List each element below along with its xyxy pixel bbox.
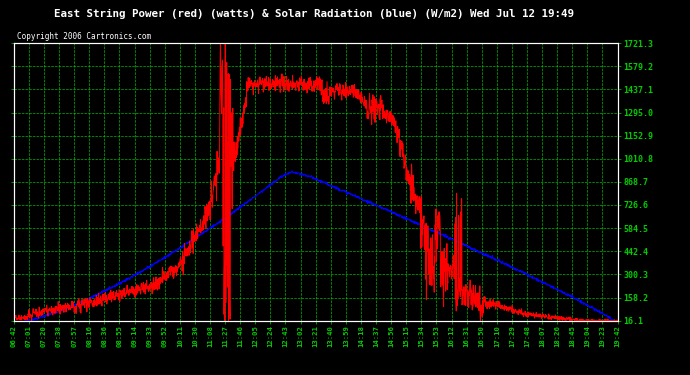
Text: Copyright 2006 Cartronics.com: Copyright 2006 Cartronics.com [17,32,151,41]
Text: East String Power (red) (watts) & Solar Radiation (blue) (W/m2) Wed Jul 12 19:49: East String Power (red) (watts) & Solar … [54,9,574,20]
